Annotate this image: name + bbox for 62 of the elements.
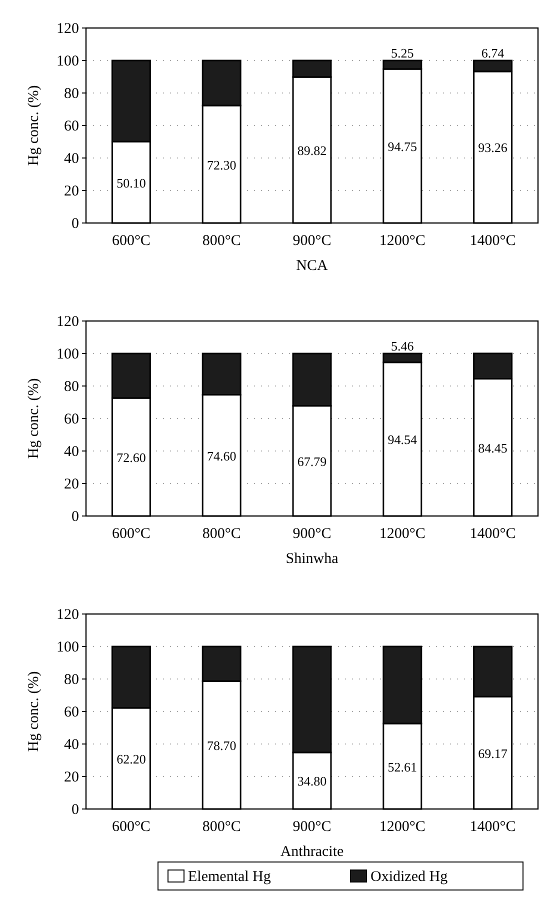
x-tick-label: 600°C: [112, 819, 150, 835]
x-tick-label: 1200°C: [379, 526, 426, 542]
data-label: 6.74: [481, 46, 505, 60]
x-tick-label: 1400°C: [470, 819, 516, 835]
legend-label: Oxidized Hg: [370, 869, 448, 885]
data-label: 74.60: [206, 448, 236, 464]
x-axis-title: Shinwha: [286, 551, 339, 567]
y-tick-label: 100: [56, 54, 79, 70]
x-tick-label: 600°C: [112, 526, 150, 542]
x-tick-label: 900°C: [292, 233, 332, 249]
y-tick-label: 40: [64, 151, 79, 167]
x-tick-label: 1400°C: [470, 526, 516, 542]
x-tick-label: 1200°C: [379, 233, 426, 249]
data-label: 50.10: [116, 175, 146, 190]
x-tick-label: 1200°C: [379, 819, 426, 835]
x-tick-label: 600°C: [112, 233, 150, 249]
legend-label: Elemental Hg: [188, 869, 272, 885]
y-tick-label: 120: [56, 607, 79, 623]
data-label: 5.25: [391, 46, 414, 60]
data-label: 78.70: [206, 738, 236, 754]
y-tick-label: 80: [64, 672, 79, 688]
y-tick-label: 100: [56, 640, 79, 656]
data-label: 69.17: [478, 746, 508, 761]
y-tick-label: 120: [56, 21, 79, 37]
y-tick-label: 20: [64, 770, 79, 786]
y-tick-label: 0: [72, 216, 79, 232]
data-label: 94.75: [388, 139, 418, 154]
data-label: 5.46: [391, 338, 414, 354]
x-axis-title: Anthracite: [280, 844, 344, 860]
x-tick-label: 900°C: [292, 526, 332, 542]
y-tick-label: 0: [72, 802, 79, 818]
y-tick-label: 60: [64, 704, 79, 720]
x-tick-label: 1400°C: [470, 233, 516, 249]
y-tick-label: 100: [56, 346, 79, 362]
y-axis-title: Hg conc. (%): [26, 671, 42, 752]
data-label: 84.45: [478, 440, 508, 456]
y-tick-label: 20: [64, 184, 79, 200]
y-axis-title: Hg conc. (%): [26, 378, 42, 459]
y-tick-label: 40: [64, 737, 79, 753]
x-tick-label: 900°C: [292, 819, 332, 835]
data-label: 34.80: [297, 774, 327, 789]
y-tick-label: 20: [64, 476, 79, 492]
y-tick-label: 80: [64, 86, 79, 102]
y-tick-label: 60: [64, 412, 79, 428]
y-tick-label: 40: [64, 444, 79, 460]
y-tick-label: 0: [72, 509, 79, 525]
data-label: 72.30: [206, 157, 236, 172]
data-label: 72.60: [116, 450, 146, 466]
data-label: 67.79: [297, 454, 327, 469]
data-label: 62.20: [116, 751, 146, 766]
x-tick-label: 800°C: [202, 233, 241, 249]
data-label: 94.54: [388, 432, 418, 448]
x-tick-label: 800°C: [202, 819, 241, 835]
data-label: 89.82: [297, 143, 327, 158]
x-axis-title: NCA: [296, 258, 328, 274]
y-tick-label: 80: [64, 379, 79, 395]
y-tick-label: 120: [56, 314, 79, 330]
y-tick-label: 60: [64, 118, 79, 134]
x-tick-label: 800°C: [202, 526, 241, 542]
y-axis-title: Hg conc. (%): [26, 85, 42, 166]
data-label: 93.26: [478, 140, 508, 156]
data-label: 52.61: [388, 759, 418, 774]
